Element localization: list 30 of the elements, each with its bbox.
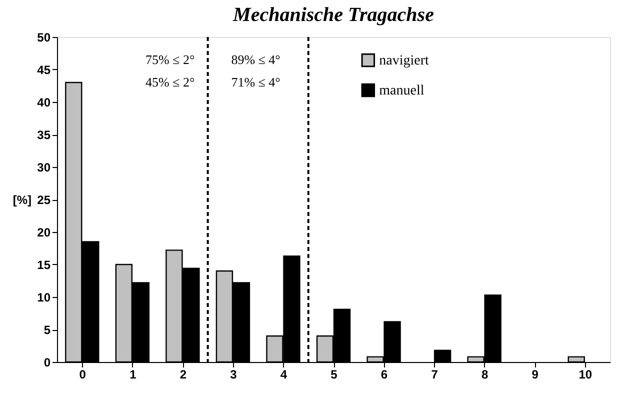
x-tick-label: 7	[431, 368, 438, 382]
x-tick-label: 6	[380, 368, 388, 382]
x-tick-label: 0	[79, 368, 86, 382]
y-tick-label: 5	[44, 323, 51, 337]
annotation: 45% ≤ 2°	[145, 74, 195, 90]
y-tick-label: 40	[37, 96, 51, 110]
x-tick-label: 8	[481, 368, 488, 382]
chart-title: Mechanische Tragachse	[232, 4, 434, 26]
x-tick-label: 1	[130, 368, 137, 382]
y-tick-label: 0	[44, 356, 51, 370]
annotation: 75% ≤ 2°	[145, 52, 195, 67]
x-tick-label: 9	[532, 368, 539, 382]
annotation: 89% ≤ 4°	[231, 52, 280, 67]
y-tick-label: 45	[37, 63, 51, 77]
y-tick-label: 50	[37, 30, 51, 44]
x-tick-label: 4	[280, 368, 288, 382]
x-tick-label: 5	[330, 368, 338, 382]
x-tick-label: 2	[180, 368, 187, 382]
x-tick-label: 3	[230, 368, 238, 382]
legend-label: manuell	[379, 83, 424, 98]
y-tick-label: 30	[37, 160, 51, 174]
y-tick-label: 10	[37, 290, 51, 304]
annotation: 71% ≤ 4°	[231, 74, 280, 90]
legend-label: navigiert	[379, 53, 430, 68]
y-tick-label: 15	[37, 258, 51, 272]
y-tick-label: 25	[37, 193, 51, 207]
x-tick-label: 10	[578, 368, 592, 382]
y-tick-label: 20	[37, 226, 51, 240]
y-tick-label: 35	[37, 128, 51, 142]
y-axis-title: [%]	[12, 193, 32, 207]
